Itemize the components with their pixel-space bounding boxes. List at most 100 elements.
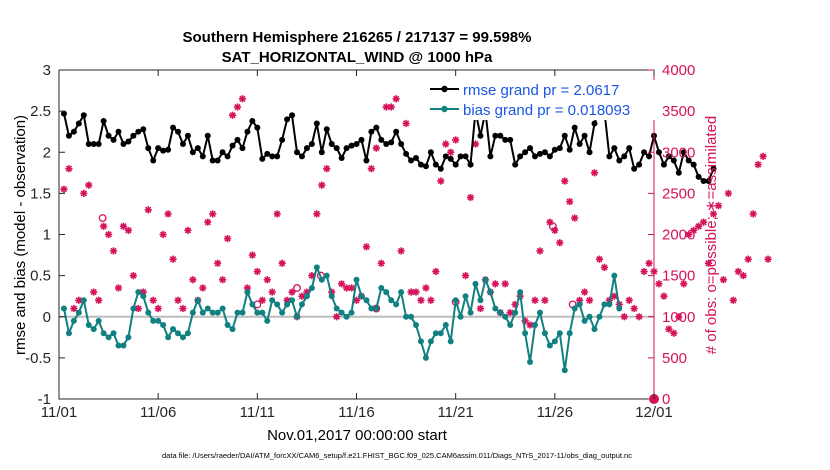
bias-point	[184, 330, 191, 337]
bias-point	[189, 309, 196, 316]
y-left-tick-label: 3	[43, 62, 51, 79]
legend-rmse-label: rmse grand pr = 2.0617	[463, 82, 619, 99]
rmse-point	[670, 157, 677, 164]
bias-point	[130, 305, 137, 312]
obs-assimilated-point	[95, 296, 103, 304]
rmse-point	[680, 149, 687, 156]
bias-point	[303, 293, 310, 300]
rmse-point	[219, 149, 226, 156]
rmse-point	[120, 141, 127, 148]
obs-assimilated-point	[387, 103, 395, 111]
obs-assimilated-point	[402, 119, 410, 128]
obs-assimilated-point	[397, 247, 405, 255]
rmse-point	[413, 155, 419, 162]
y-axis-label-left: rmse and bias (model - observation)	[12, 115, 29, 355]
bias-point	[413, 321, 419, 328]
obs-assimilated-point	[100, 222, 108, 230]
obs-assimilated-point	[580, 288, 589, 296]
y-right-tick-label: 1000	[662, 309, 695, 326]
rmse-point	[512, 161, 519, 168]
obs-assimilated-point	[645, 259, 653, 267]
obs-assimilated-point	[590, 169, 599, 177]
bias-point	[616, 305, 623, 312]
obs-assimilated-point	[65, 165, 73, 173]
bias-point	[120, 342, 127, 349]
rmse-point	[274, 153, 281, 160]
bias-point	[477, 297, 484, 304]
bias-point	[125, 334, 132, 341]
rmse-point	[184, 132, 191, 139]
y-left-tick-label: 2	[43, 144, 51, 161]
obs-assimilated-point	[427, 296, 435, 304]
bias-point	[546, 342, 553, 349]
rmse-point	[259, 155, 266, 162]
rmse-point	[705, 178, 712, 185]
obs-assimilated-point	[347, 284, 356, 292]
bias-point	[170, 326, 177, 333]
bias-point	[497, 309, 504, 316]
bias-point	[541, 330, 548, 337]
bias-point	[269, 297, 276, 304]
rmse-point	[150, 157, 157, 164]
rmse-point	[110, 136, 117, 143]
obs-assimilated-point	[119, 222, 128, 230]
rmse-point	[571, 124, 578, 131]
rmse-point	[462, 153, 469, 160]
rmse-point	[313, 120, 320, 127]
y-right-tick-label: 3500	[662, 103, 695, 120]
tick-layer: -1 -0.5 0 0.5 1 1.5 2 2.5 3 0 500 1000 1500 2000 2500 3…	[25, 62, 695, 421]
bias-point	[388, 297, 395, 304]
obs-assimilated-point	[174, 296, 182, 304]
y-left-tick-label: 2.5	[30, 103, 51, 120]
bias-point	[155, 317, 162, 324]
bias-point	[145, 309, 152, 316]
obs-assimilated-point	[491, 280, 499, 288]
obs-assimilated-point	[199, 284, 207, 292]
obs-assimilated-point	[749, 210, 757, 218]
bias-point	[179, 334, 186, 341]
obs-assimilated-point	[273, 210, 281, 218]
bias-point	[348, 309, 355, 316]
rmse-point	[641, 149, 648, 156]
bias-point	[160, 321, 167, 328]
rmse-point	[204, 132, 211, 139]
bias-point	[512, 309, 519, 316]
x-tick-label: 11/26	[537, 404, 573, 421]
rmse-point	[690, 161, 697, 168]
x-tick-label: 11/16	[338, 404, 374, 421]
obs-assimilated-point	[154, 304, 162, 313]
x-axis-label: Nov.01,2017 00:00:00 start	[267, 427, 448, 444]
bias-point	[353, 276, 360, 283]
bias-point	[284, 301, 291, 308]
rmse-point	[665, 153, 672, 160]
obs-assimilated-point	[566, 198, 574, 206]
bias-point	[427, 338, 434, 345]
x-tick-label: 11/21	[437, 404, 473, 421]
obs-assimilated-point	[620, 313, 628, 321]
bias-point	[571, 305, 578, 312]
obs-assimilated-point	[571, 214, 579, 222]
obs-assimilated-point	[447, 148, 455, 156]
rmse-point	[348, 142, 355, 149]
rmse-point	[328, 141, 335, 148]
x-tick-label: 11/11	[240, 404, 275, 421]
bias-point	[363, 297, 370, 304]
obs-assimilated-point	[704, 259, 713, 267]
bias-point	[140, 293, 147, 300]
bias-point	[150, 317, 157, 324]
obs-assimilated-point	[109, 247, 118, 255]
rmse-point	[294, 149, 300, 156]
obs-assimilated-point	[233, 103, 242, 111]
bias-point	[254, 309, 261, 316]
obs-assimilated-point	[466, 193, 475, 202]
bias-point	[378, 284, 385, 291]
bias-point	[298, 301, 305, 308]
bias-series-layer	[60, 264, 623, 374]
obs-assimilated-point	[278, 259, 286, 267]
rmse-point	[616, 157, 623, 164]
rmse-point	[289, 112, 296, 119]
obs-assimilated-point	[372, 144, 380, 152]
rmse-point	[502, 136, 509, 143]
rmse-point	[358, 136, 365, 143]
legend-box	[425, 80, 659, 120]
